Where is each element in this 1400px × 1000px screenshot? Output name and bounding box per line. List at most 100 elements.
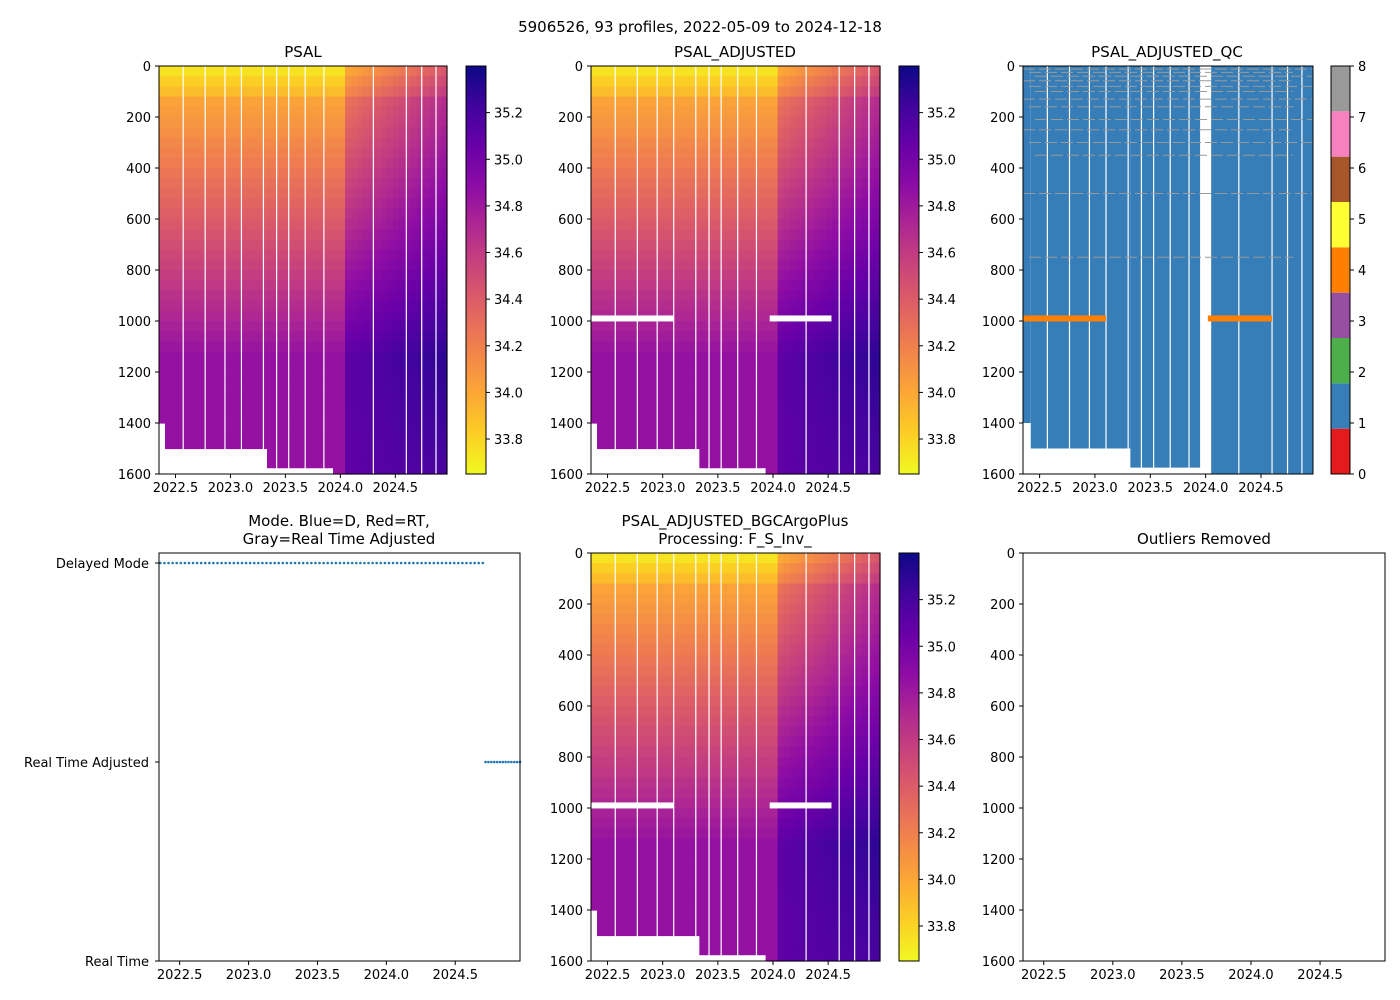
psal-cell <box>237 280 244 291</box>
bgc-cell <box>663 685 670 697</box>
psal-cell <box>171 310 178 322</box>
bgc-cell <box>675 644 682 656</box>
psal-cell <box>165 402 172 414</box>
psal_adjusted-cell <box>693 106 700 118</box>
psal-cell <box>339 66 346 77</box>
psal-cell <box>291 106 298 118</box>
psal-cell <box>441 127 448 138</box>
psal-cell <box>261 76 268 87</box>
bgc-cell <box>711 573 719 585</box>
psal_adjusted-cell <box>777 412 785 424</box>
psal-cell <box>297 463 304 469</box>
mode-point <box>179 561 183 565</box>
psal_adjusted-cell <box>813 423 821 434</box>
psal-cell <box>291 361 298 373</box>
psal_adjusted-cell <box>849 412 857 424</box>
psal_adjusted-cell <box>711 147 719 159</box>
bgc-cell <box>687 838 694 850</box>
mode-point <box>412 561 415 565</box>
psal-cell <box>423 392 430 404</box>
psal_adjusted-cell <box>801 280 809 291</box>
bgc-cell <box>663 848 670 860</box>
bgc-cell <box>609 838 616 850</box>
psal-cell <box>351 290 358 302</box>
psal-cell <box>201 198 208 210</box>
psal-cell <box>417 66 424 77</box>
psal_adjusted-cell <box>711 463 719 469</box>
bgc-cell <box>633 624 640 636</box>
psal_adjusted-cell <box>597 147 604 159</box>
psal_adjusted-cell <box>807 372 815 383</box>
psal_adjusted-cell <box>801 290 809 302</box>
psal_adjusted-cell <box>627 249 634 261</box>
psal-cell <box>351 453 358 465</box>
psal-cell <box>201 290 208 302</box>
psal_adjusted_qc-colorbar-tick-label: 8 <box>1358 60 1366 75</box>
psal_adjusted-cell <box>771 331 779 342</box>
bgc-cell <box>621 634 628 646</box>
psal-cell <box>423 137 430 149</box>
psal-cell <box>213 198 220 210</box>
bgc-cell <box>711 706 719 717</box>
psal-cell <box>333 331 340 342</box>
bgc-cell <box>675 746 682 758</box>
psal-cell <box>291 66 298 77</box>
psal-cell <box>237 239 244 251</box>
psal-cell <box>369 463 376 475</box>
psal_adjusted-cell <box>819 412 827 424</box>
psal-cell <box>213 147 220 159</box>
psal-cell <box>237 392 244 404</box>
psal_adjusted-cell <box>789 76 797 87</box>
psal-cell <box>279 157 286 169</box>
bgc-cell <box>597 604 604 615</box>
psal_adjusted-cell <box>825 321 833 332</box>
psal-cell <box>243 157 250 169</box>
psal_adjusted-cell <box>843 351 851 363</box>
psal_adjusted-cell <box>861 321 869 332</box>
psal_adjusted-cell <box>621 147 628 159</box>
bgc-cell <box>609 675 616 687</box>
psal-cell <box>207 178 214 189</box>
bgc-cell <box>669 757 676 768</box>
psal_adjusted-cell <box>735 351 743 363</box>
psal_adjusted-cell <box>657 351 664 363</box>
psal_adjusted-cell <box>819 423 827 434</box>
bgc-cell <box>681 695 688 707</box>
psal-cell <box>207 96 214 108</box>
psal-cell <box>297 239 304 251</box>
psal_adjusted_qc-colorbar-tick-label: 0 <box>1358 468 1366 483</box>
psal_adjusted-cell <box>861 463 869 475</box>
psal-cell <box>405 147 412 159</box>
psal_adjusted-cell <box>603 249 610 261</box>
psal_adjusted-cell <box>819 402 827 414</box>
psal-cell <box>207 372 214 383</box>
psal-cell <box>231 310 238 322</box>
psal-cell <box>213 372 220 383</box>
psal_adjusted-cell <box>783 96 791 108</box>
psal_adjusted-cell <box>843 137 851 149</box>
bgc-cell <box>681 889 688 901</box>
psal_adjusted-cell <box>723 270 731 281</box>
bgc-cell <box>699 593 706 605</box>
psal-cell <box>279 300 286 312</box>
psal_adjusted-cell <box>687 76 694 87</box>
psal_adjusted-cell <box>825 402 833 414</box>
bgc-cell <box>657 889 664 901</box>
psal_adjusted-cell <box>819 106 827 118</box>
psal-cell <box>417 402 424 414</box>
psal-cell <box>303 168 310 179</box>
psal-cell <box>399 157 406 169</box>
psal_adjusted-cell <box>675 443 682 450</box>
psal_adjusted-cell <box>687 372 694 383</box>
psal-cell <box>393 443 400 455</box>
psal-cell <box>375 443 382 455</box>
psal-cell <box>243 300 250 312</box>
psal-cell <box>315 402 322 414</box>
psal_adjusted-cell <box>729 392 737 404</box>
bgc-cell <box>597 675 604 687</box>
psal-cell <box>159 96 166 108</box>
psal_adjusted-cell <box>837 147 845 159</box>
psal-cell <box>237 229 244 240</box>
bgc-cell <box>633 634 640 646</box>
psal-cell <box>165 443 172 450</box>
